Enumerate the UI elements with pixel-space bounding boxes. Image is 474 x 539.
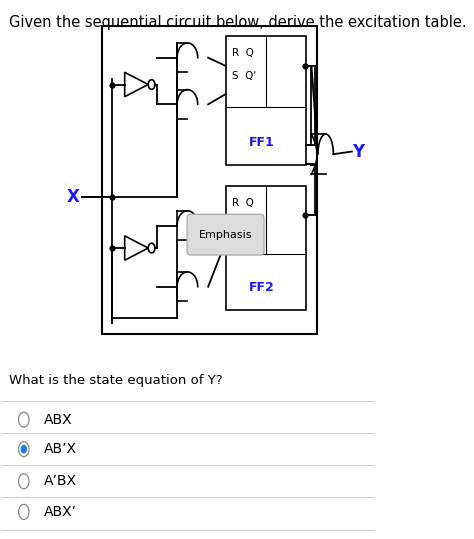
Text: AB’X: AB’X xyxy=(45,442,77,456)
Bar xyxy=(102,25,317,334)
Text: Emphasis: Emphasis xyxy=(199,230,252,240)
Text: Given the sequential circuit below, derive the excitation table.: Given the sequential circuit below, deri… xyxy=(9,15,466,30)
Text: R  Q: R Q xyxy=(232,198,254,208)
Text: X: X xyxy=(67,188,80,206)
Text: ABX: ABX xyxy=(45,413,73,427)
Circle shape xyxy=(21,445,27,453)
Text: ABX’: ABX’ xyxy=(45,505,77,519)
Text: FF1: FF1 xyxy=(249,136,275,149)
Bar xyxy=(226,36,306,165)
FancyBboxPatch shape xyxy=(187,215,264,255)
Text: R  Q: R Q xyxy=(232,48,254,58)
Text: FF2: FF2 xyxy=(249,281,275,294)
Text: S  Q': S Q' xyxy=(232,221,256,231)
Text: A’BX: A’BX xyxy=(45,474,77,488)
Text: What is the state equation of Y?: What is the state equation of Y? xyxy=(9,374,222,387)
Bar xyxy=(226,186,306,310)
Text: S  Q': S Q' xyxy=(232,71,256,81)
Text: Y: Y xyxy=(353,142,365,161)
